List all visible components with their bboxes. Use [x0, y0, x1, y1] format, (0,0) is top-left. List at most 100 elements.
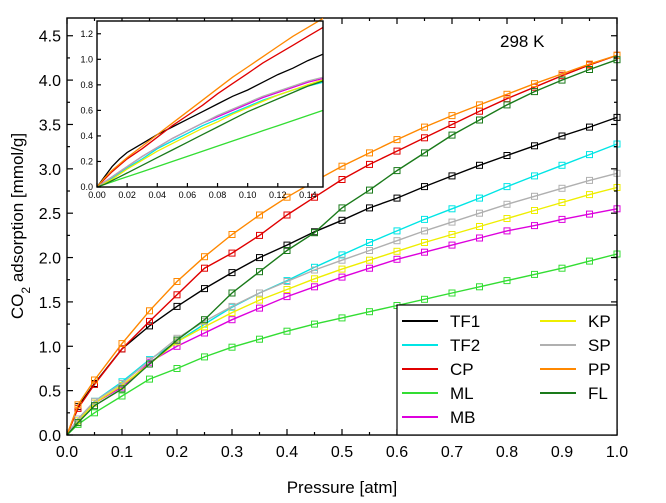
point-mb-17 — [503, 227, 511, 235]
inset-y-tick-label-3: 0.6 — [80, 105, 93, 115]
legend-label-tf1: TF1 — [450, 312, 480, 331]
point-sp-11 — [338, 256, 346, 264]
point-pp-13 — [393, 136, 401, 144]
point-mb-13 — [393, 255, 401, 263]
point-mb-15 — [448, 241, 456, 249]
inset-y-tick-label-5: 1.0 — [80, 54, 93, 64]
point-fl-5 — [173, 336, 181, 344]
point-sp-2 — [91, 397, 98, 405]
point-tf1-11 — [338, 216, 346, 224]
x-tick-label-8: 0.8 — [496, 444, 518, 461]
point-tf1-19 — [558, 132, 566, 140]
inset-series-group — [96, 17, 324, 188]
inset-axes-group: 0.00 0.02 0.04 0.06 0.08 0.10 0.12 0.14 0.0 0.2 0.… — [80, 20, 324, 200]
point-tf2-11 — [338, 251, 346, 259]
point-ml-8 — [256, 335, 263, 343]
point-fl-2 — [91, 402, 98, 410]
y-tick-label-8: 4.0 — [39, 73, 61, 90]
inset-x-tick-label-5: 0.10 — [239, 190, 257, 200]
inset-series-line-tf1 — [96, 53, 324, 188]
point-cp-15 — [448, 121, 456, 128]
point-tf1-9 — [283, 241, 291, 249]
point-cp-6 — [201, 264, 208, 272]
point-fl-12 — [366, 186, 373, 194]
point-fl-11 — [338, 204, 346, 212]
point-cp-11 — [338, 176, 346, 183]
point-kp-11 — [338, 265, 346, 273]
point-tf1-17 — [503, 152, 511, 159]
point-cp-8 — [256, 231, 263, 239]
point-pp-20 — [586, 60, 593, 68]
point-mb-19 — [558, 215, 566, 223]
point-ml-4 — [146, 375, 153, 383]
point-ml-12 — [366, 308, 373, 316]
point-tf1-20 — [586, 123, 593, 131]
point-ml-20 — [586, 257, 593, 265]
series-line-kp — [66, 186, 618, 436]
point-sp-9 — [283, 278, 291, 285]
point-fl-8 — [256, 268, 263, 276]
point-mb-16 — [476, 234, 483, 242]
point-kp-14 — [421, 239, 428, 246]
point-tf1-5 — [173, 302, 181, 310]
inset-y-tick-label-4: 0.8 — [80, 80, 93, 90]
point-pp-3 — [118, 340, 126, 348]
point-ml-17 — [503, 277, 511, 285]
point-cp-10 — [311, 193, 318, 201]
legend-label-tf2: TF2 — [450, 336, 480, 355]
inset-y-tick-label-6: 1.2 — [80, 29, 93, 39]
series-line-pp — [66, 54, 618, 436]
point-tf1-13 — [393, 194, 401, 202]
x-tick-label-7: 0.7 — [441, 444, 463, 461]
inset-series-line-pp — [96, 17, 324, 188]
x-tick-label-3: 0.3 — [221, 444, 243, 461]
point-kp-18 — [531, 207, 538, 214]
point-tf2-13 — [393, 227, 401, 235]
inset-series-line-sp — [96, 76, 324, 188]
series-line-cp — [66, 54, 618, 436]
x-tick-label-6: 0.6 — [386, 444, 408, 461]
point-tf2-15 — [448, 205, 456, 213]
y-axis-label-subscript: 2 — [19, 287, 33, 294]
point-kp-20 — [586, 191, 593, 199]
point-ml-7 — [228, 343, 236, 351]
point-pp-12 — [366, 149, 373, 157]
point-mb-20 — [586, 210, 593, 218]
point-tf1-4 — [146, 322, 153, 330]
point-mb-12 — [366, 264, 373, 272]
point-tf1-15 — [448, 172, 456, 180]
point-kp-9 — [283, 286, 291, 293]
legend-label-fl: FL — [588, 384, 608, 403]
inset-x-tick-label-6: 0.12 — [269, 190, 287, 200]
point-cp-14 — [421, 134, 428, 142]
point-ml-16 — [476, 283, 483, 291]
inset-x-tick-label-0: 0.00 — [88, 190, 106, 200]
series-line-tf2 — [66, 143, 618, 436]
point-tf1-14 — [421, 183, 428, 191]
x-tick-label-5: 0.5 — [331, 444, 353, 461]
point-ml-3 — [118, 392, 126, 400]
point-kp-8 — [256, 296, 263, 304]
y-axis-label: CO2 adsorption [mmol/g] — [8, 133, 33, 319]
point-pp-16 — [476, 101, 483, 109]
x-axis-label: Pressure [atm] — [287, 478, 398, 497]
legend: TF1 TF2 CP ML MB KP SP PP FL — [396, 304, 618, 436]
inset-x-tick-label-2: 0.04 — [149, 190, 167, 200]
legend-label-kp: KP — [588, 312, 611, 331]
point-fl-1 — [74, 419, 82, 427]
point-fl-18 — [531, 88, 538, 96]
x-tick-label-0: 0.0 — [56, 444, 78, 461]
point-sp-15 — [448, 218, 456, 226]
y-tick-label-2: 1.0 — [39, 339, 61, 356]
point-cp-7 — [228, 249, 236, 257]
point-cp-13 — [393, 147, 401, 155]
point-pp-7 — [228, 231, 236, 238]
point-ml-11 — [338, 314, 346, 322]
point-tf2-20 — [586, 151, 593, 159]
series-line-sp — [66, 172, 618, 436]
point-tf2-12 — [366, 239, 373, 246]
y-tick-label-0: 0.0 — [39, 428, 61, 445]
x-tick-label-4: 0.4 — [276, 444, 298, 461]
point-ml-9 — [283, 327, 291, 335]
point-fl-13 — [393, 167, 401, 175]
